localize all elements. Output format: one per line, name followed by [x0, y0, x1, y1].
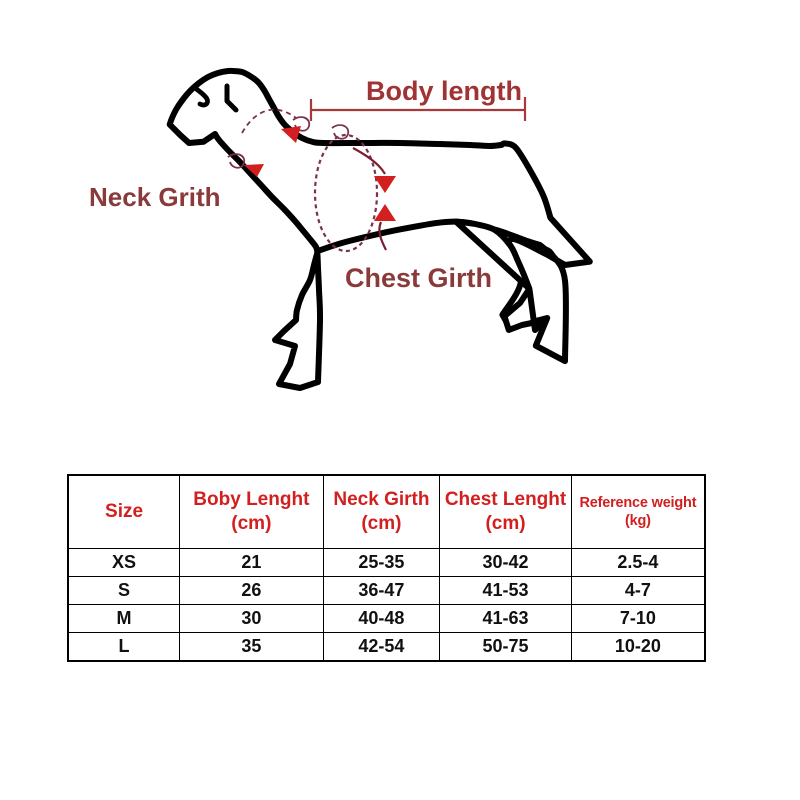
svg-text:Body length: Body length	[366, 76, 522, 106]
svg-text:Neck Grith: Neck Grith	[89, 182, 221, 212]
svg-text:Chest Girth: Chest Girth	[345, 263, 492, 293]
